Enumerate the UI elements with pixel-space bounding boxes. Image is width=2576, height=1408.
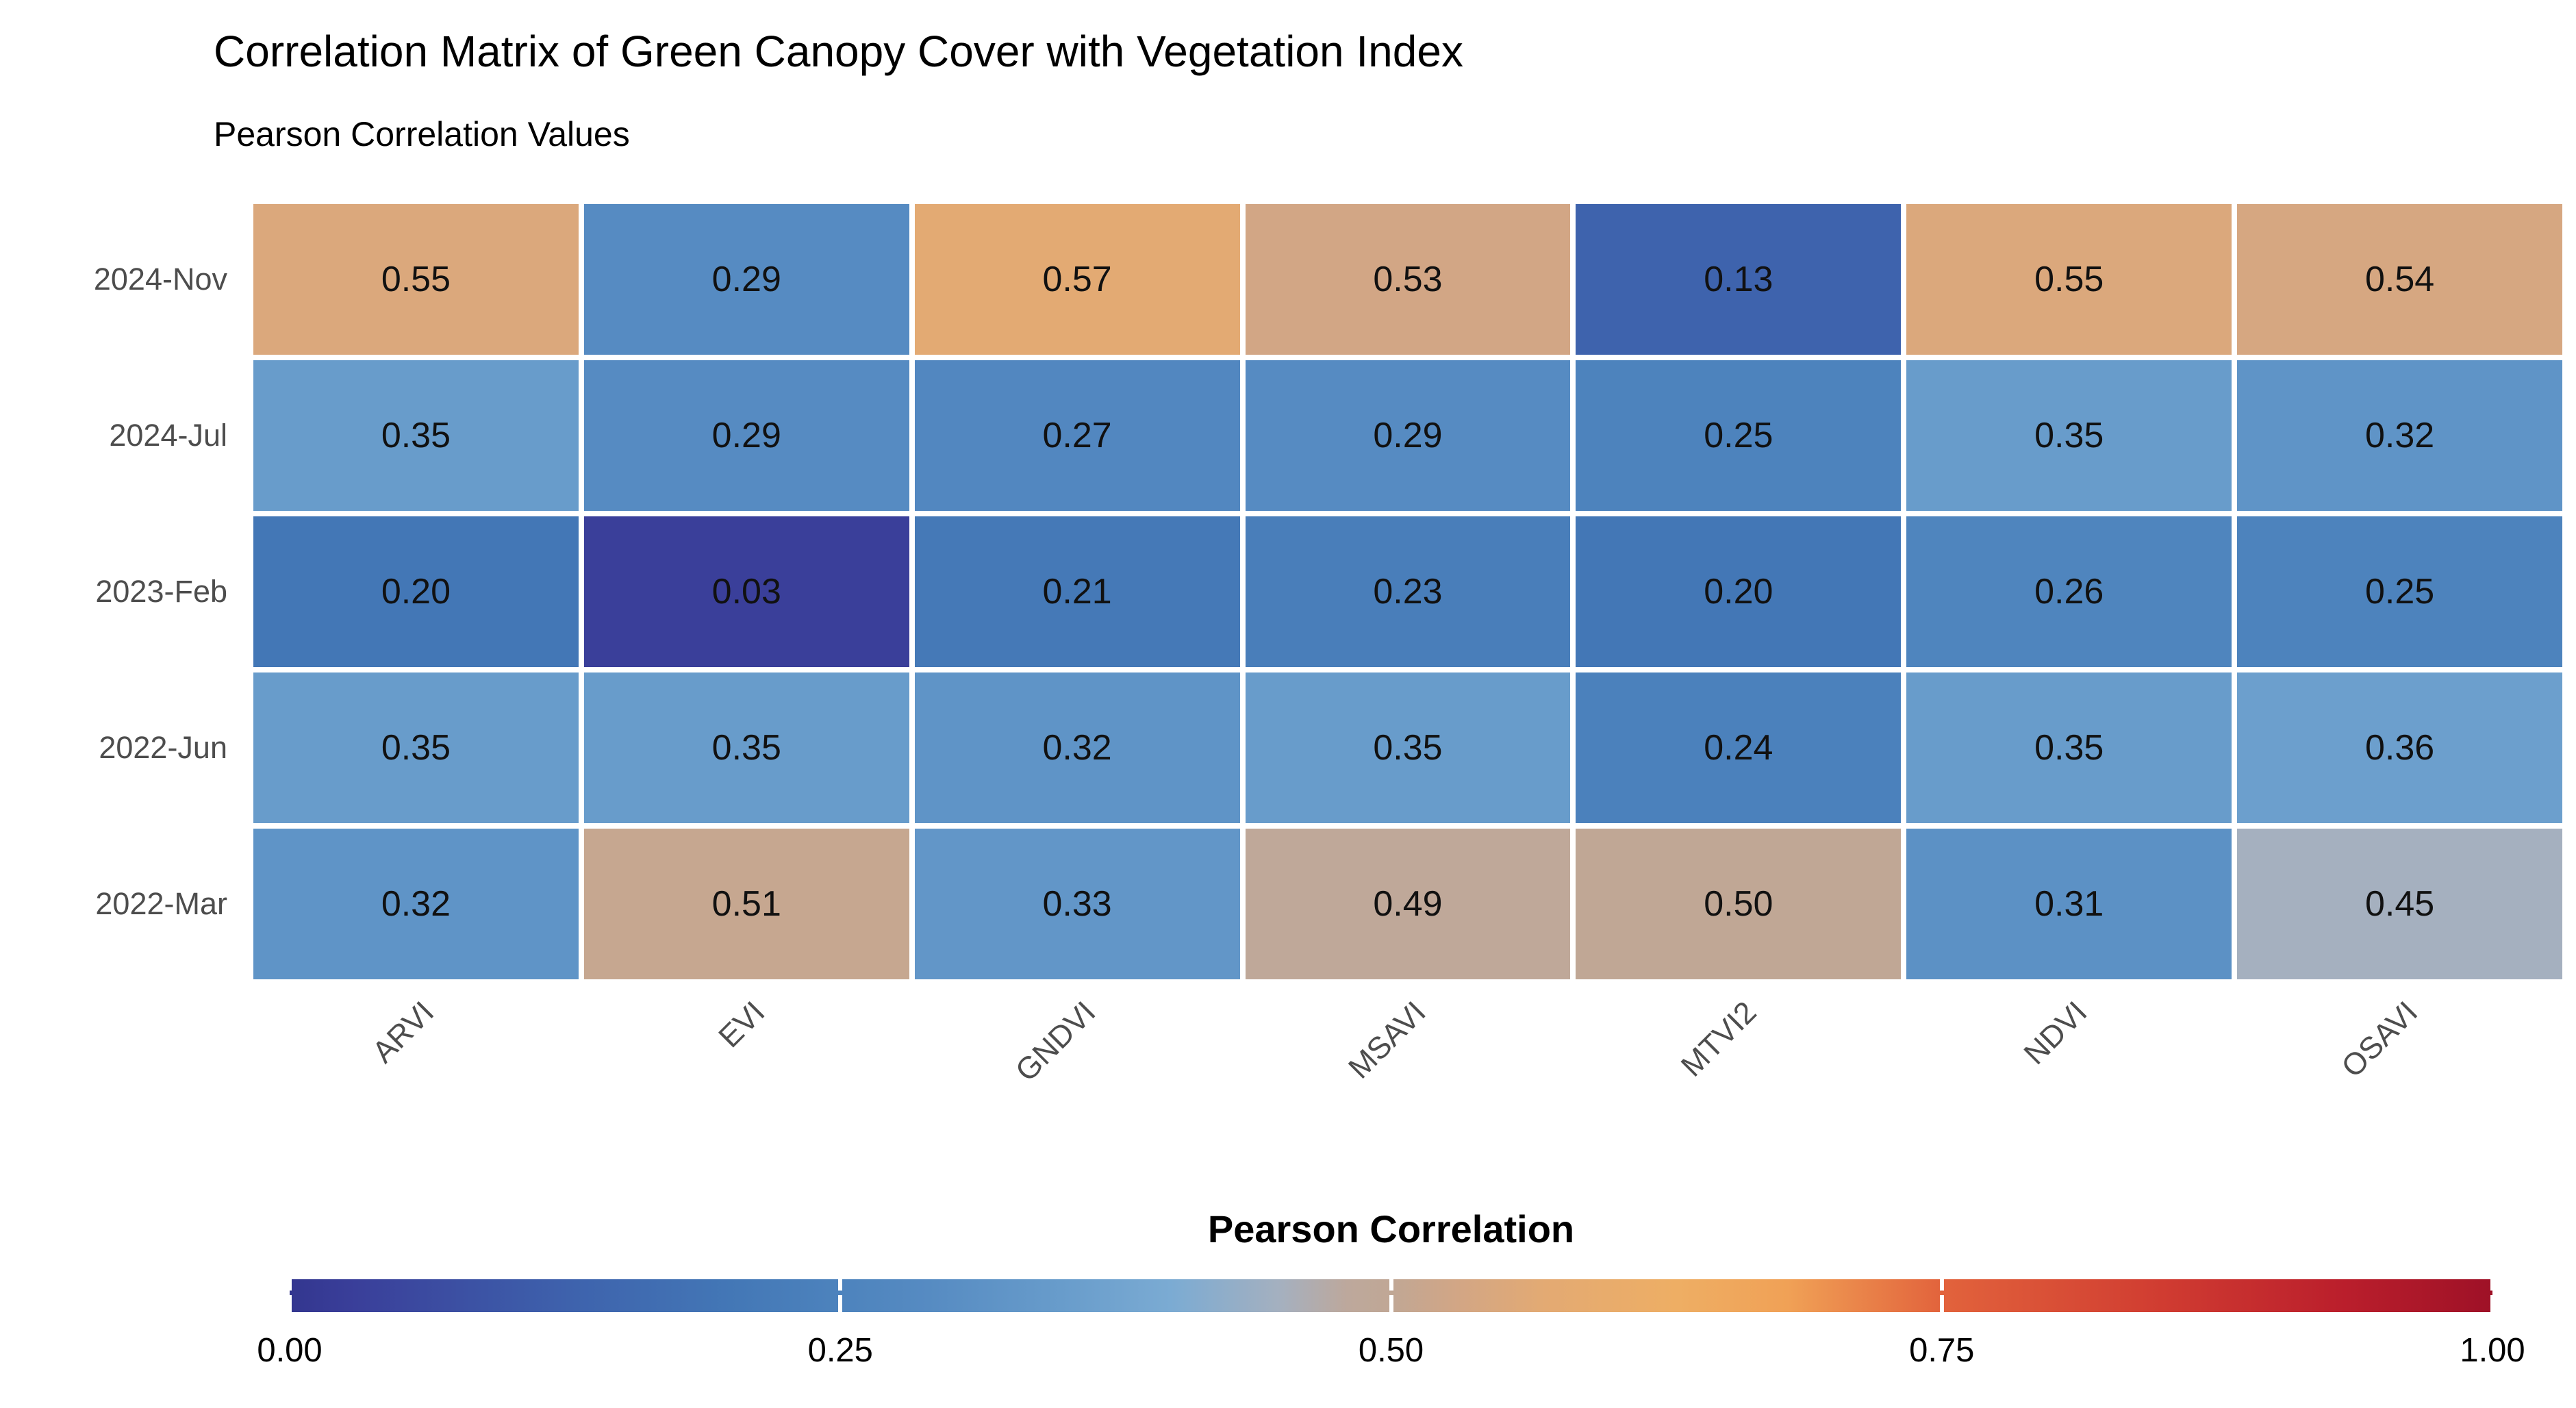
heatmap-cell: 0.20 bbox=[253, 516, 579, 667]
heatmap-cell: 0.33 bbox=[914, 829, 1240, 979]
heatmap-cell: 0.35 bbox=[253, 360, 579, 511]
heatmap-cell: 0.50 bbox=[1576, 829, 1902, 979]
heatmap-cell: 0.51 bbox=[583, 829, 909, 979]
heatmap-cell: 0.35 bbox=[1245, 672, 1571, 823]
heatmap-cell: 0.35 bbox=[253, 672, 579, 823]
heatmap-cell: 0.03 bbox=[583, 516, 909, 667]
x-axis-label-slot: GNDVI bbox=[915, 990, 1240, 1182]
heatmap-cell: 0.53 bbox=[1245, 204, 1571, 355]
x-axis-label-slot: OSAVI bbox=[2237, 990, 2562, 1182]
heatmap-cell: 0.20 bbox=[1576, 516, 1902, 667]
row-label: 2023-Feb bbox=[95, 574, 227, 609]
colorbar-tick bbox=[2490, 1274, 2495, 1312]
heatmap-cell: 0.35 bbox=[1906, 672, 2232, 823]
heatmap-cell: 0.55 bbox=[1906, 204, 2232, 355]
row-label: 2024-Nov bbox=[93, 262, 227, 297]
colorbar-tick-labels: 0.00 0.25 0.50 0.75 1.00 bbox=[257, 1331, 2525, 1372]
heatmap-cell: 0.13 bbox=[1576, 204, 1902, 355]
heatmap-cell: 0.29 bbox=[1245, 360, 1571, 511]
heatmap-cell: 0.24 bbox=[1576, 672, 1902, 823]
chart-subtitle: Pearson Correlation Values bbox=[214, 115, 630, 153]
heatmap-cell: 0.29 bbox=[583, 360, 909, 511]
colorbar-tick-label: 1.00 bbox=[2460, 1332, 2525, 1369]
column-label: MSAVI bbox=[1341, 994, 1433, 1085]
heatmap-cell: 0.25 bbox=[1576, 360, 1902, 511]
x-axis-label-slot: NDVI bbox=[1906, 990, 2232, 1182]
x-axis-label-slot: MSAVI bbox=[1246, 990, 1571, 1182]
column-label: GNDVI bbox=[1008, 994, 1102, 1088]
heatmap-cell: 0.55 bbox=[253, 204, 579, 355]
column-label: ARVI bbox=[365, 994, 441, 1070]
colorbar-tick-label: 0.25 bbox=[807, 1332, 873, 1369]
heatmap-cell: 0.49 bbox=[1245, 829, 1571, 979]
y-axis-labels: 2024-Nov 2024-Jul 2023-Feb 2022-Jun 2022-Mar bbox=[0, 204, 227, 979]
colorbar-tick bbox=[1389, 1274, 1393, 1312]
colorbar-gradient bbox=[288, 1274, 2495, 1312]
row-label: 2022-Jun bbox=[99, 730, 227, 765]
heatmap-grid: 0.55 0.29 0.57 0.53 0.13 0.55 0.54 0.35 0.29 0.27… bbox=[253, 204, 2562, 979]
heatmap-cell: 0.35 bbox=[583, 672, 909, 823]
x-axis-label-slot: MTVI2 bbox=[1576, 990, 1901, 1182]
heatmap-cell: 0.32 bbox=[914, 672, 1240, 823]
row-label: 2024-Jul bbox=[109, 418, 227, 453]
heatmap-cell: 0.21 bbox=[914, 516, 1240, 667]
colorbar-tick bbox=[1939, 1274, 1944, 1312]
chart-title: Correlation Matrix of Green Canopy Cover… bbox=[214, 27, 1463, 76]
column-label: MTVI2 bbox=[1674, 994, 1763, 1083]
x-axis-labels: ARVI EVI GNDVI MSAVI MTVI2 NDVI OSAVI bbox=[253, 990, 2562, 1182]
heatmap-cell: 0.29 bbox=[583, 204, 909, 355]
heatmap-cell: 0.27 bbox=[914, 360, 1240, 511]
heatmap-cell: 0.31 bbox=[1906, 829, 2232, 979]
colorbar-tick-label: 0.50 bbox=[1358, 1332, 1424, 1369]
heatmap-cell: 0.25 bbox=[2237, 516, 2562, 667]
heatmap-cell: 0.23 bbox=[1245, 516, 1571, 667]
column-label: EVI bbox=[711, 994, 772, 1055]
x-axis-label-slot: EVI bbox=[584, 990, 909, 1182]
x-axis-label-slot: ARVI bbox=[253, 990, 579, 1182]
heatmap-cell: 0.32 bbox=[253, 829, 579, 979]
row-label: 2022-Mar bbox=[95, 886, 227, 921]
column-label: NDVI bbox=[2017, 994, 2094, 1072]
heatmap-cell: 0.45 bbox=[2237, 829, 2562, 979]
column-label: OSAVI bbox=[2334, 994, 2425, 1084]
heatmap-cell: 0.32 bbox=[2237, 360, 2562, 511]
legend-title: Pearson Correlation bbox=[1207, 1207, 1575, 1250]
heatmap-cell: 0.54 bbox=[2237, 204, 2562, 355]
colorbar-tick bbox=[288, 1274, 292, 1312]
colorbar-tick-label: 0.75 bbox=[1909, 1332, 1975, 1369]
heatmap-cell: 0.36 bbox=[2237, 672, 2562, 823]
heatmap-cell: 0.26 bbox=[1906, 516, 2232, 667]
heatmap-cell: 0.57 bbox=[914, 204, 1240, 355]
colorbar-tick-label: 0.00 bbox=[257, 1332, 323, 1369]
colorbar-tick bbox=[838, 1274, 843, 1312]
heatmap-cell: 0.35 bbox=[1906, 360, 2232, 511]
